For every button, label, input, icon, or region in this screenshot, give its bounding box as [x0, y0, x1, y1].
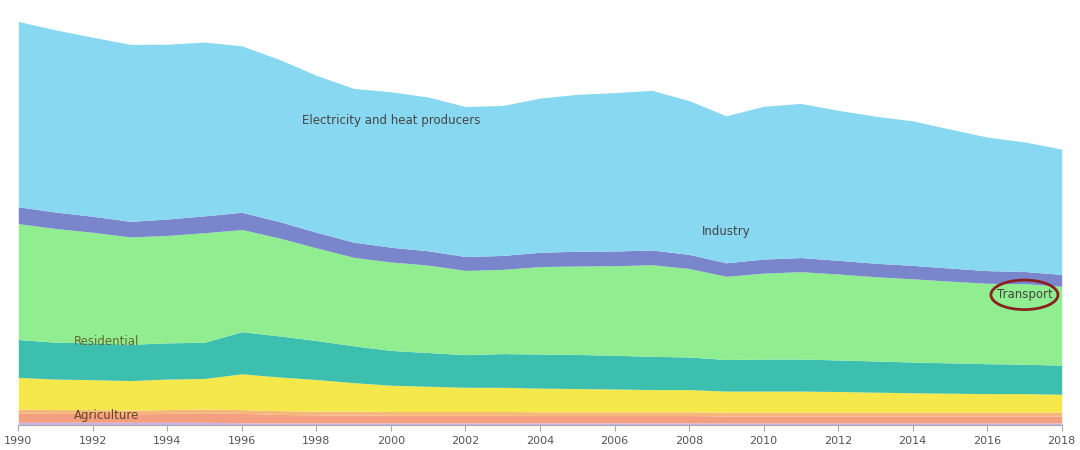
Text: Industry: Industry — [702, 225, 751, 238]
Text: Residential: Residential — [75, 335, 139, 348]
Text: Agriculture: Agriculture — [75, 410, 139, 423]
Text: Transport: Transport — [997, 288, 1052, 302]
Text: Electricity and heat producers: Electricity and heat producers — [301, 113, 481, 126]
